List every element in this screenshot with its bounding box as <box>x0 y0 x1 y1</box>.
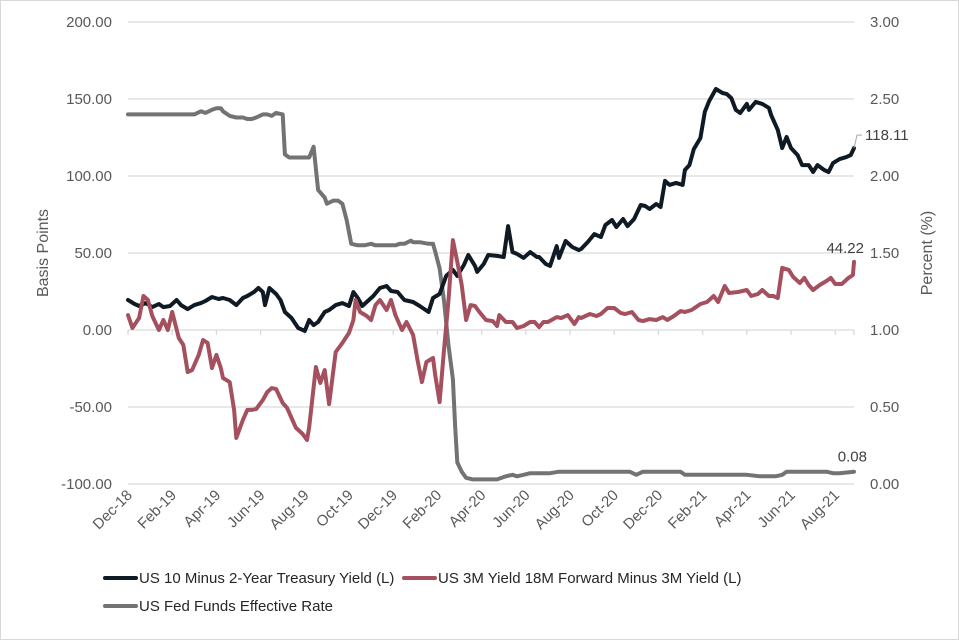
legend-label: US 3M Yield 18M Forward Minus 3M Yield (… <box>438 570 741 587</box>
legend-item: US Fed Funds Effective Rate <box>103 598 333 615</box>
y-tick-label: 200.00 <box>66 14 112 31</box>
x-tick-label: Jun-19 <box>224 487 268 531</box>
legend-item: US 10 Minus 2-Year Treasury Yield (L) <box>103 570 394 587</box>
legend: US 10 Minus 2-Year Treasury Yield (L) US … <box>103 570 741 615</box>
y-axis-right-title: Percent (%) <box>919 211 936 295</box>
y-tick-label: -50.00 <box>69 399 112 416</box>
legend-label: US 10 Minus 2-Year Treasury Yield (L) <box>139 570 394 587</box>
y2-tick-label: 3.00 <box>870 14 899 31</box>
legend-label: US Fed Funds Effective Rate <box>139 598 333 615</box>
x-tick-label: Aug-21 <box>797 487 843 533</box>
x-tick-label: Oct-19 <box>313 487 357 531</box>
gridlines <box>128 21 854 485</box>
data-labels: 118.11 44.22 0.08 <box>826 127 908 466</box>
x-tick-label: Apr-20 <box>446 487 490 531</box>
data-label-3m18m: 44.22 <box>826 240 864 257</box>
x-tick-label: Feb-20 <box>400 487 446 533</box>
y-tick-label: 100.00 <box>66 168 112 185</box>
y-tick-label: 0.00 <box>83 322 112 339</box>
y2-tick-label: 0.50 <box>870 399 899 416</box>
y-tick-label: 50.00 <box>74 245 112 262</box>
y2-tick-label: 0.00 <box>870 476 899 493</box>
x-tick-label: Oct-20 <box>578 487 622 531</box>
x-tick-label: Aug-20 <box>532 487 578 533</box>
y2-tick-label: 2.50 <box>870 91 899 108</box>
series-line-2 <box>126 106 856 482</box>
x-tick-label: Apr-19 <box>180 487 224 531</box>
y-tick-label: -100.00 <box>61 476 112 493</box>
series-line-0 <box>126 87 856 333</box>
x-tick-label: Jun-20 <box>489 487 533 531</box>
data-label-fedfunds: 0.08 <box>838 449 867 466</box>
y-axis-left: 200.00 150.00 100.00 50.00 0.00 -50.00 -100.00 <box>61 14 112 493</box>
y2-tick-label: 1.00 <box>870 322 899 339</box>
x-tick-label: Jun-21 <box>754 487 798 531</box>
x-tick-label: Dec-20 <box>620 487 666 533</box>
y-axis-left-title: Basis Points <box>35 209 52 297</box>
x-tick-label: Feb-19 <box>134 487 180 533</box>
y2-tick-label: 1.50 <box>870 245 899 262</box>
legend-item: US 3M Yield 18M Forward Minus 3M Yield (… <box>402 570 741 587</box>
x-tick-label: Dec-19 <box>355 487 401 533</box>
x-tick-label: Apr-21 <box>711 487 755 531</box>
y-axis-right: 3.00 2.50 2.00 1.50 1.00 0.50 0.00 <box>870 14 899 493</box>
data-label-10y2y: 118.11 <box>865 127 909 144</box>
series <box>126 87 856 482</box>
x-tick-label: Feb-21 <box>665 487 711 533</box>
y2-tick-label: 2.00 <box>870 168 899 185</box>
y-tick-label: 150.00 <box>66 91 112 108</box>
x-tick-label: Dec-18 <box>90 487 136 533</box>
data-label-leader <box>853 134 862 149</box>
series-line-1 <box>126 238 856 442</box>
x-tick-label: Aug-19 <box>266 487 312 533</box>
